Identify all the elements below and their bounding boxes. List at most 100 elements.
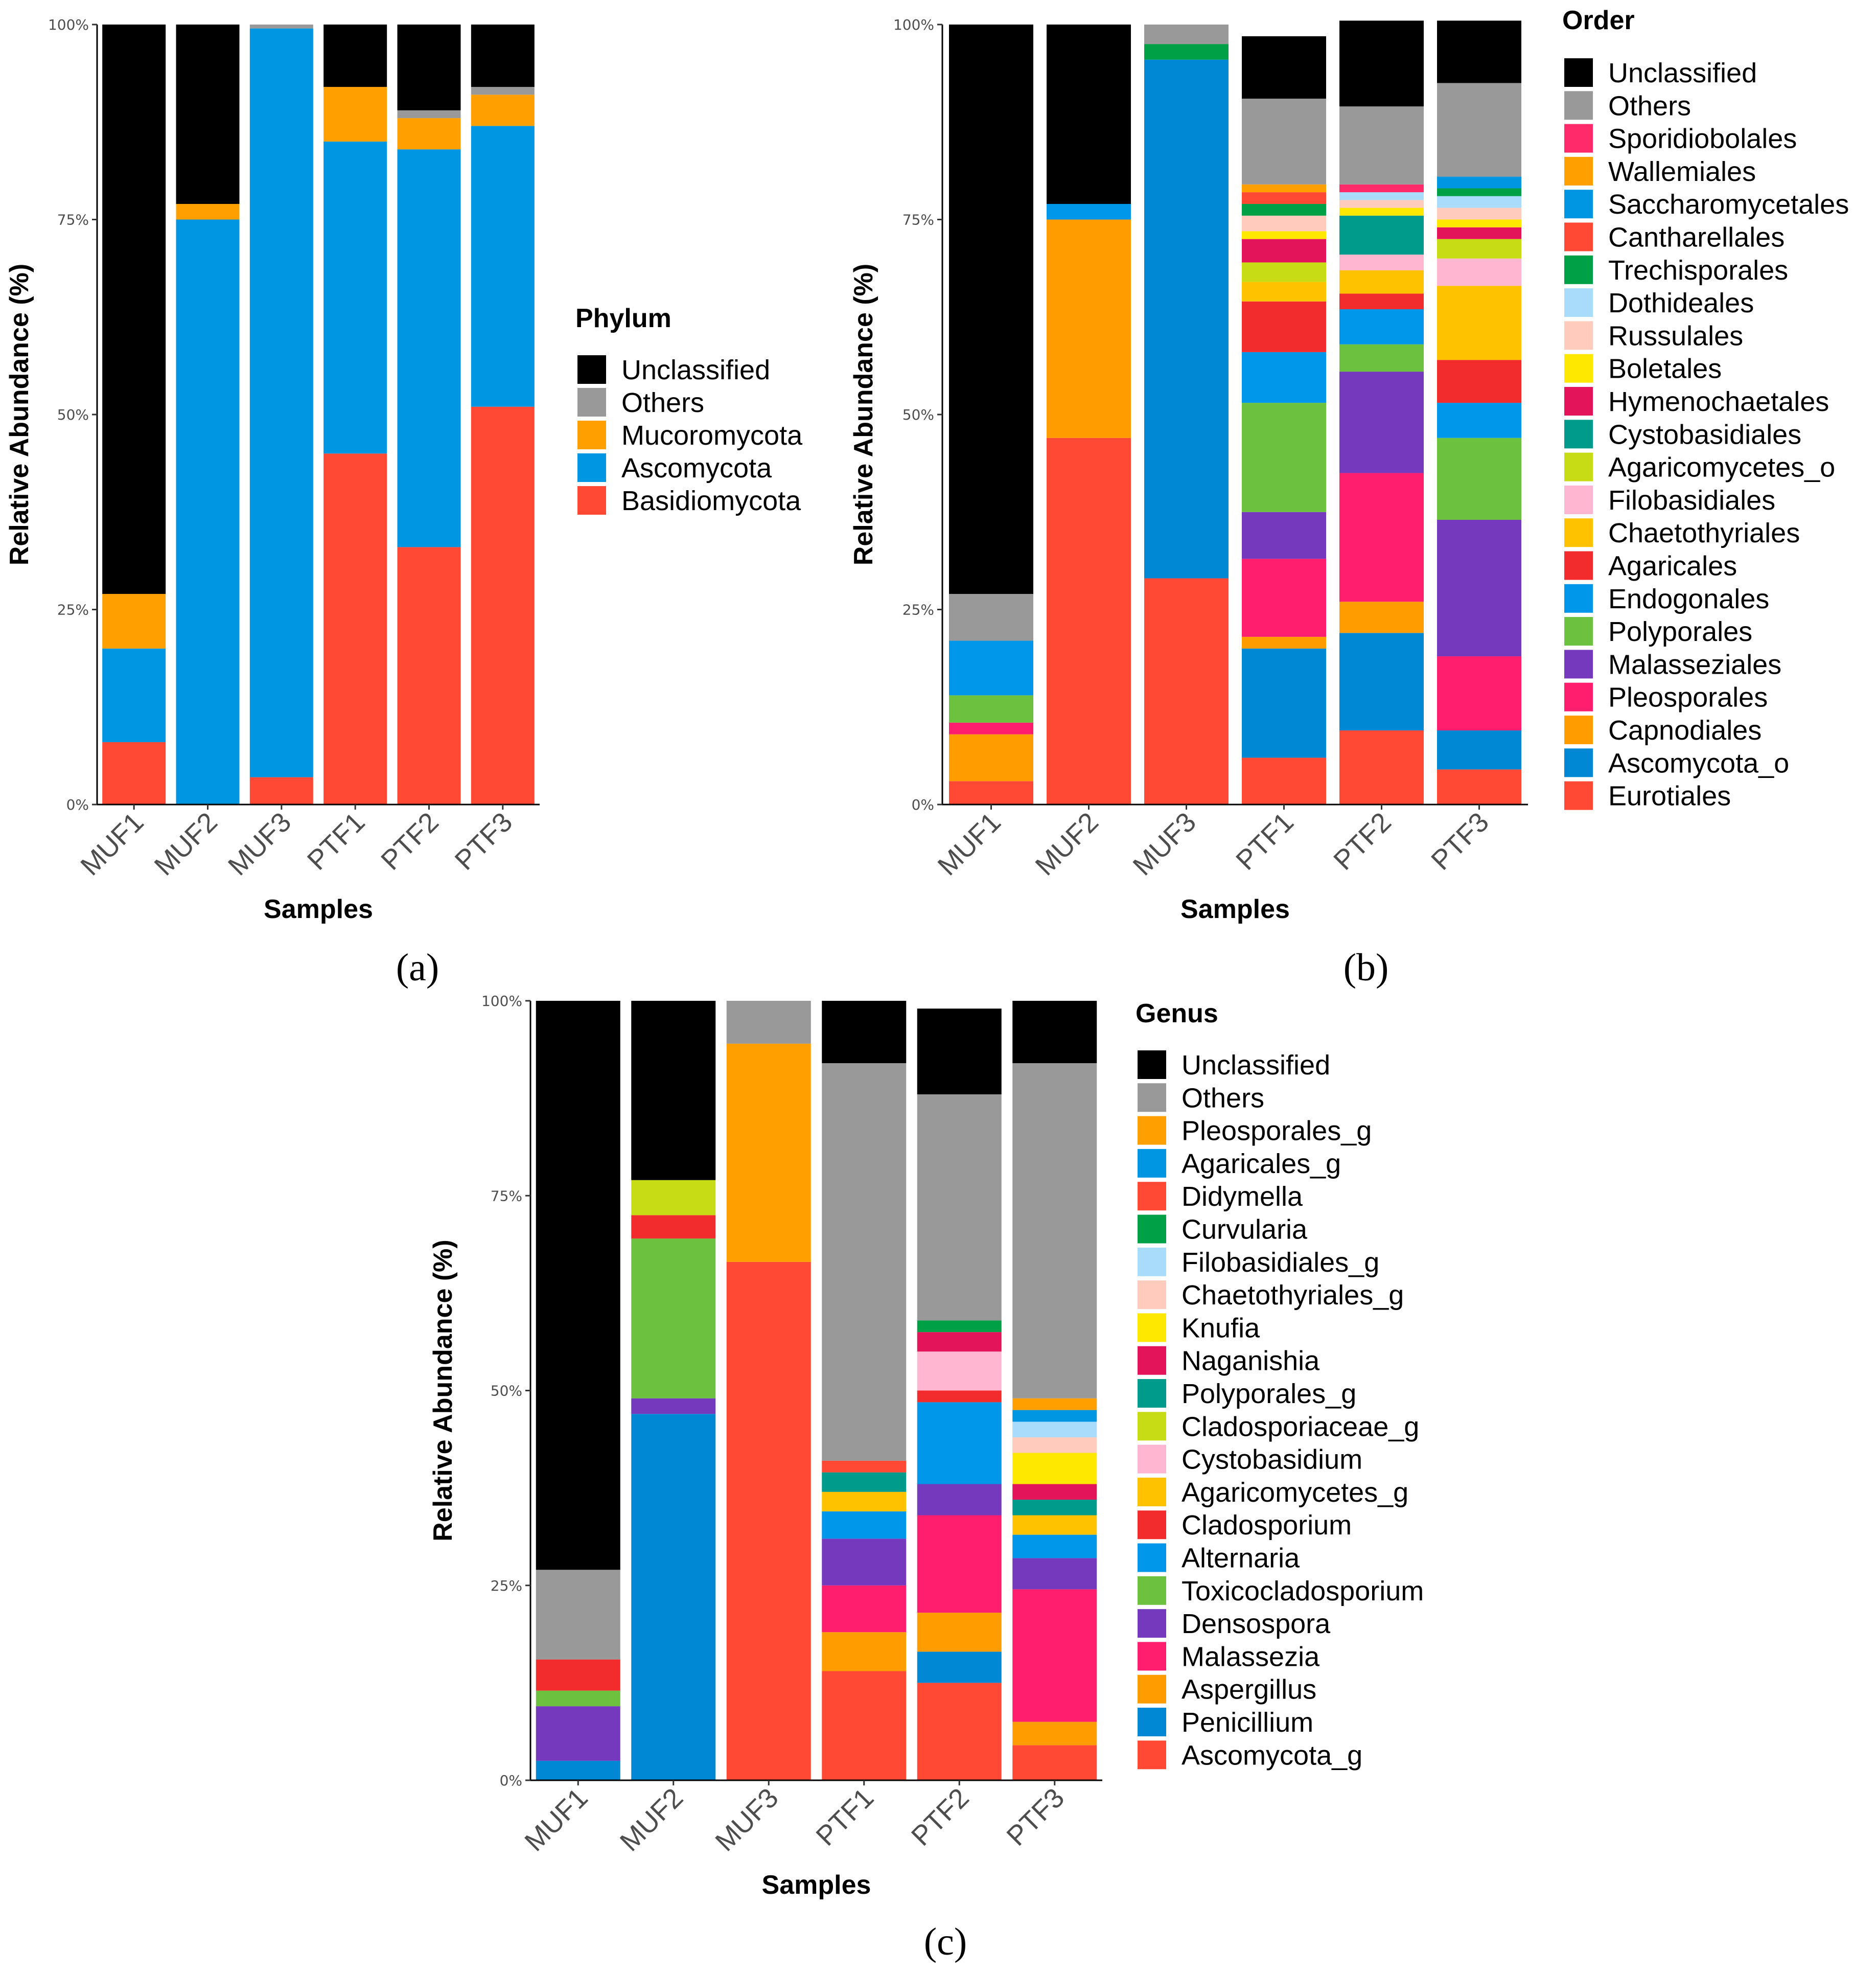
legend-label: Ascomycota_g: [1182, 1740, 1362, 1771]
x-tick-label: PTF1: [1230, 807, 1300, 876]
legend-item: Russulales: [1564, 320, 1743, 351]
bar-segment-ptf3-aspergillus: [1012, 1721, 1097, 1746]
bar-segment-muf2-densospora: [631, 1398, 716, 1414]
legend-item: Wallemiales: [1564, 156, 1756, 187]
legend-label: Ascomycota: [621, 453, 772, 484]
y-tick-label: 50%: [491, 1383, 522, 1399]
bar-stack-muf1: [536, 1001, 620, 1780]
bar-segment-muf1-pleosporales: [949, 722, 1033, 734]
bar-segment-ptf3-agaricales: [1437, 360, 1521, 403]
legend-swatch: [1564, 584, 1593, 613]
legend-item: Cantharellales: [1564, 222, 1785, 253]
x-tick-label: MUF1: [932, 807, 1007, 881]
legend-item: Toxicocladosporium: [1138, 1576, 1424, 1606]
bar-segment-muf1-unclassified: [536, 1001, 620, 1570]
bar-segment-ptf1-trechisporales: [1242, 203, 1326, 216]
legend-label: Saccharomycetales: [1608, 189, 1849, 220]
legend: Phylum UnclassifiedOthersMucoromycotaAsco…: [575, 304, 803, 516]
x-tick-label: MUF1: [519, 1782, 593, 1857]
bar-segment-ptf1-malasseziales: [1242, 512, 1326, 559]
legend-label: Alternaria: [1182, 1543, 1300, 1574]
bar-segment-ptf3-basidiomycota: [471, 406, 535, 805]
bar-segment-ptf3-malassezia: [1012, 1589, 1097, 1722]
legend-title: Genus: [1136, 999, 1218, 1028]
bar-segment-muf3-eurotiales: [1144, 578, 1229, 805]
bar-stack-ptf2: [1339, 20, 1424, 805]
legend-item: Alternaria: [1138, 1543, 1300, 1574]
bar-segment-muf2-unclassified: [176, 25, 240, 204]
bar-stack-muf2: [1047, 25, 1131, 805]
legend-swatch: [1564, 255, 1593, 284]
bar-stack-muf3: [249, 25, 313, 805]
y-axis-title: Relative Abundance (%): [428, 1240, 458, 1541]
bar-segment-ptf3-others: [1437, 83, 1521, 177]
legend-swatch: [1138, 1083, 1166, 1112]
bar-segment-ptf1-mucoromycota: [323, 87, 387, 142]
y-tick-label: 50%: [902, 406, 934, 423]
bar-segment-muf1-eurotiales: [949, 781, 1033, 805]
x-tick-label: MUF2: [149, 807, 223, 881]
bar-segment-ptf3-filobasidiales: [1437, 258, 1521, 286]
legend-swatch: [1138, 1412, 1166, 1441]
x-tick-label: PTF2: [906, 1782, 975, 1852]
legend-label: Toxicocladosporium: [1182, 1576, 1424, 1606]
legend-item: Malasseziales: [1564, 649, 1781, 680]
bar-segment-ptf3-pleosporales-g: [1012, 1398, 1097, 1410]
bar-segment-ptf1-agaricomycetes-g: [822, 1491, 907, 1511]
bar-segment-ptf3-pleosporales: [1437, 656, 1521, 731]
bar-segment-ptf2-malasseziales: [1339, 372, 1424, 473]
bar-segment-muf1-others: [536, 1570, 620, 1660]
bar-segment-ptf1-unclassified: [323, 25, 387, 87]
bar-segment-muf1-densospora: [536, 1706, 620, 1761]
bar-segment-ptf1-cantharellales: [1242, 192, 1326, 204]
bar-segment-muf1-penicillium: [536, 1760, 620, 1780]
bar-segment-ptf2-ascomycota-g: [917, 1683, 1002, 1780]
legend-swatch: [577, 421, 606, 449]
bar-segment-muf2-endogonales: [1047, 203, 1131, 220]
bar-segment-ptf2-densospora: [917, 1484, 1002, 1516]
y-tick-label: 75%: [491, 1187, 522, 1204]
legend-swatch: [1564, 452, 1593, 481]
bar-segment-muf2-mucoromycota: [176, 203, 240, 220]
legend-swatch: [1564, 551, 1593, 580]
legend-swatch: [1138, 1050, 1166, 1079]
legend-label: Cladosporium: [1182, 1510, 1352, 1541]
bar-segment-ptf2-curvularia: [917, 1320, 1002, 1333]
legend-label: Didymella: [1182, 1181, 1303, 1212]
legend-label: Capnodiales: [1608, 715, 1762, 746]
legend-item: Chaetothyriales_g: [1138, 1280, 1404, 1311]
x-tick-label: MUF1: [75, 807, 149, 881]
bar-segment-muf1-polyporales: [949, 695, 1033, 723]
legend-swatch: [1564, 781, 1593, 810]
bar-segment-ptf2-russulales: [1339, 200, 1424, 208]
legend-swatch: [1138, 1576, 1166, 1605]
y-tick-label: 0%: [912, 796, 934, 813]
legend-item: Hymenochaetales: [1564, 386, 1829, 417]
bar-segment-ptf2-others: [397, 110, 461, 119]
bar-segment-ptf1-basidiomycota: [323, 453, 387, 805]
x-tick-label: PTF1: [810, 1782, 879, 1852]
legend-swatch: [577, 486, 606, 515]
bar-segment-ptf1-didymella: [822, 1460, 907, 1473]
legend-swatch: [1564, 716, 1593, 744]
bar-segment-ptf1-densospora: [822, 1539, 907, 1586]
legend-swatch: [577, 453, 606, 482]
bar-segment-muf2-ascomycota: [176, 219, 240, 805]
legend-label: Cladosporiaceae_g: [1182, 1411, 1419, 1442]
bar-segment-ptf2-basidiomycota: [397, 547, 461, 805]
legend-swatch: [1564, 518, 1593, 547]
bar-stack-muf1: [949, 25, 1033, 805]
y-tick-label: 0%: [66, 796, 89, 813]
bar-segment-ptf2-penicillium: [917, 1651, 1002, 1683]
legend-title: Phylum: [575, 304, 671, 333]
bar-stack-muf1: [102, 25, 166, 805]
legend-item: Filobasidiales: [1564, 485, 1775, 516]
bar-segment-ptf2-boletales: [1339, 208, 1424, 216]
legend-label: Boletales: [1608, 354, 1722, 384]
x-tick-label: PTF3: [1425, 807, 1495, 876]
y-tick-label: 25%: [902, 602, 934, 618]
bar-stack-ptf2: [397, 25, 461, 805]
bar-stack-muf3: [726, 1001, 811, 1780]
bar-segment-ptf2-dothideales: [1339, 192, 1424, 200]
bar-stack-ptf3: [1437, 20, 1521, 805]
